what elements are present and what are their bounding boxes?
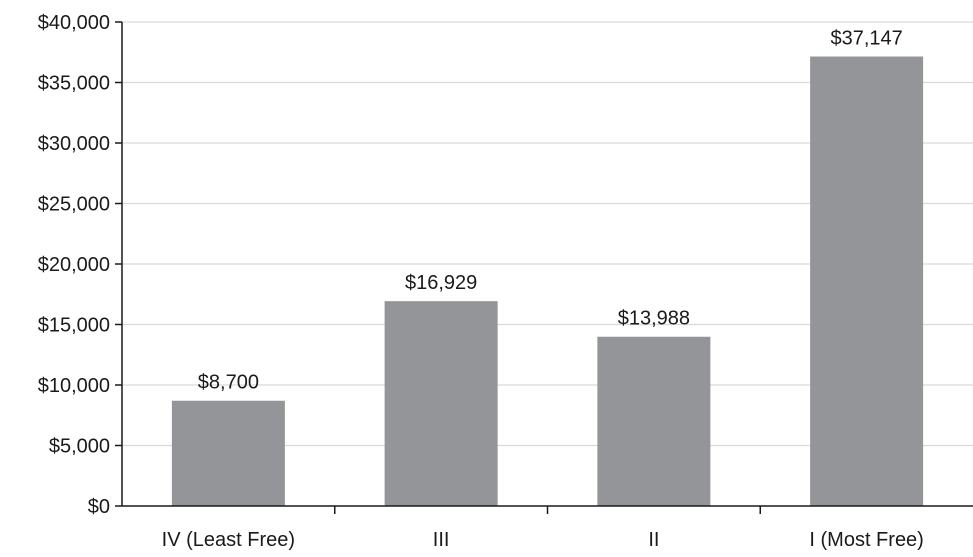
y-tick-label: $5,000: [49, 436, 110, 458]
y-tick-label: $35,000: [38, 73, 110, 95]
x-tick-label: I (Most Free): [809, 529, 923, 551]
y-tick-label: $40,000: [38, 12, 110, 34]
y-tick-label: $0: [88, 496, 110, 518]
y-tick-label: $25,000: [38, 194, 110, 216]
axes: [115, 21, 973, 514]
x-tick-label: II: [648, 529, 659, 551]
bar: [597, 336, 711, 506]
x-tick-label: III: [433, 529, 450, 551]
y-tick-label: $20,000: [38, 254, 110, 276]
y-tick-label: $15,000: [38, 315, 110, 337]
data-label: $16,929: [405, 272, 477, 294]
gridlines: [122, 21, 973, 447]
data-label: $8,700: [198, 372, 259, 394]
y-tick-label: $30,000: [38, 133, 110, 155]
x-tick-label: IV (Least Free): [162, 529, 295, 551]
data-label: $13,988: [618, 308, 690, 330]
bar: [810, 56, 924, 506]
data-label: $37,147: [830, 28, 902, 50]
bar: [384, 301, 498, 506]
labels: $0 $5,000 $10,000 $15,000 $20,000 $25,000 $30,…: [38, 12, 924, 551]
y-tick-label: $10,000: [38, 375, 110, 397]
bars: [171, 56, 924, 506]
bar: [171, 400, 285, 506]
